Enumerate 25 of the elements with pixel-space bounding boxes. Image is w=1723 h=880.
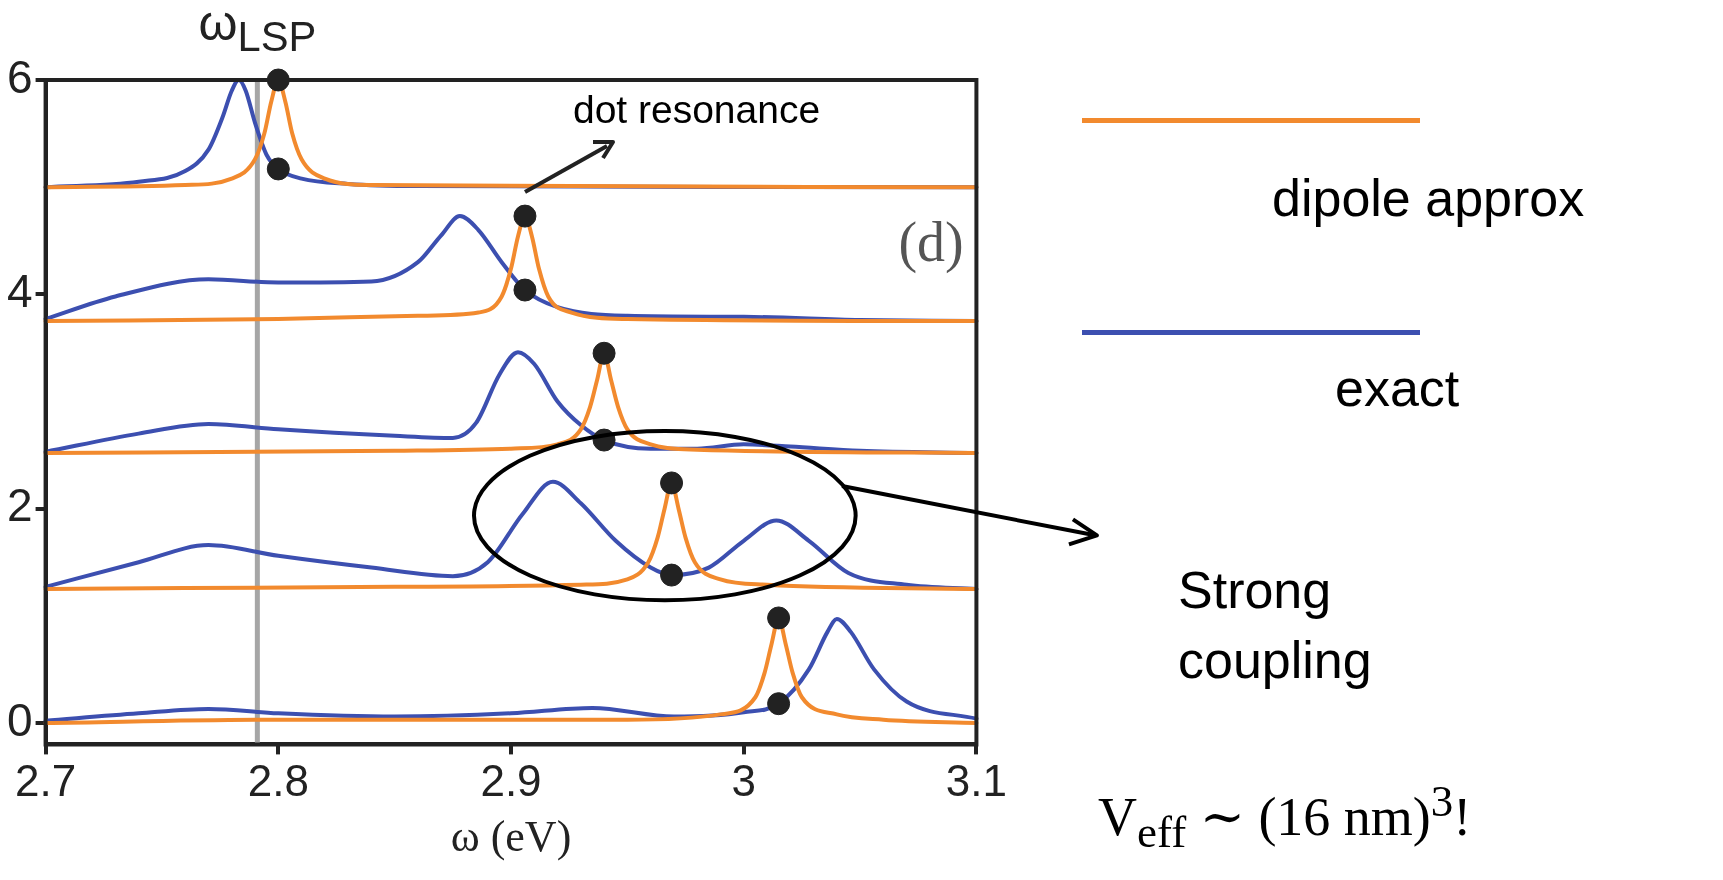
annotation: (d) xyxy=(898,210,964,274)
point xyxy=(592,341,616,365)
x-tick-label: 2.9 xyxy=(480,755,542,805)
point xyxy=(513,204,537,228)
text: Strong coupling xyxy=(1178,560,1373,691)
text: exact xyxy=(1335,358,1460,418)
y-tick-label: 4 xyxy=(6,265,33,318)
annotation: dot resonance xyxy=(572,88,821,133)
y-tick-label: 0 xyxy=(6,693,33,746)
y-tick-label: 2 xyxy=(6,479,33,532)
y-tick-label: 6 xyxy=(6,50,33,103)
point xyxy=(660,471,684,495)
x-tick-label: 2.8 xyxy=(247,755,309,805)
point xyxy=(513,278,537,302)
text: dipole approx xyxy=(1272,168,1585,228)
point xyxy=(266,157,290,181)
ref-line-label: ω$_{LSP}$ xyxy=(197,0,318,61)
x-axis-title: ω (eV) xyxy=(450,812,572,862)
point xyxy=(767,692,791,716)
point xyxy=(660,563,684,587)
text: V$_{eff}$ ∼ (16 nm)$^{3}$! xyxy=(1098,775,1472,858)
x-tick-label: 3.1 xyxy=(945,755,1007,805)
point xyxy=(767,606,791,630)
x-tick-label: 2.7 xyxy=(15,755,77,805)
x-tick-label: 3 xyxy=(731,755,756,805)
